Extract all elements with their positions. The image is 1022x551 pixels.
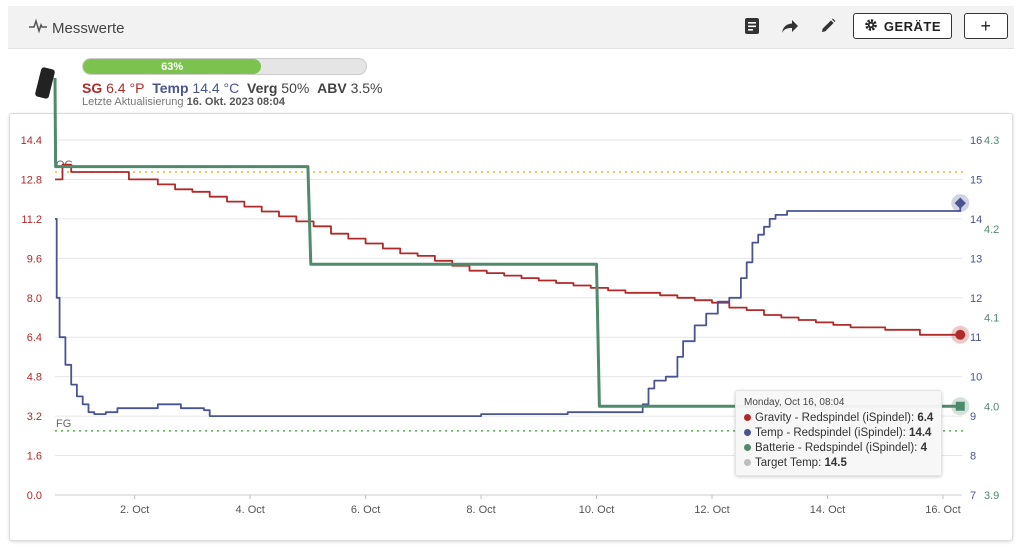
series-endpoint-marker: [954, 197, 966, 209]
sg-label: SG: [82, 80, 103, 96]
add-button[interactable]: +: [964, 13, 1008, 39]
series-line: [53, 77, 961, 408]
pulse-icon: [28, 18, 48, 38]
gear-icon: [864, 18, 878, 35]
legend-dot-icon: [744, 414, 751, 421]
tooltip-series-label: Target Temp:: [755, 457, 825, 469]
edit-pencil-icon[interactable]: [815, 13, 841, 39]
x-tick-label: 12. Oct: [694, 504, 729, 516]
tooltip-series-label: Temp - Redspindel (iSpindel):: [755, 427, 910, 439]
tooltip-series-value: 14.4: [909, 427, 932, 439]
readings-line: SG 6.4 °P Temp 14.4 °C Verg 50% ABV 3.5%: [82, 80, 382, 96]
last-update-value: 16. Okt. 2023 08:04: [186, 96, 286, 108]
abv-label: ABV: [317, 80, 347, 96]
tooltip-row: Temp - Redspindel (iSpindel): 14.4: [744, 426, 933, 441]
legend-dot-icon: [744, 429, 751, 436]
y-battery-tick-label: 4.3: [984, 135, 999, 147]
y-battery-tick-label: 3.9: [984, 490, 999, 502]
x-tick-label: 4. Oct: [235, 504, 264, 516]
y-left-tick-label: 9.6: [27, 253, 42, 265]
y-temp-tick-label: 12: [970, 293, 982, 305]
y-left-tick-label: 8.0: [27, 293, 42, 305]
y-left-tick-label: 1.6: [27, 451, 42, 463]
toolbar-title: Messwerte: [28, 18, 125, 38]
x-tick-label: 8. Oct: [466, 504, 495, 516]
x-tick-label: 6. Oct: [351, 504, 380, 516]
progress-fill: 63%: [83, 59, 262, 74]
tooltip-series-value: 6.4: [917, 412, 934, 424]
y-temp-tick-label: 11: [970, 332, 981, 344]
y-left-tick-label: 0.0: [27, 490, 42, 502]
tooltip-series-label: Gravity - Redspindel (iSpindel):: [755, 412, 918, 424]
x-tick-label: 2. Oct: [120, 504, 149, 516]
series-line: [55, 163, 961, 336]
y-temp-tick-label: 13: [970, 253, 982, 265]
y-battery-tick-label: 4.0: [984, 401, 999, 413]
y-left-tick-label: 3.2: [27, 411, 42, 423]
page-title: Messwerte: [52, 19, 125, 37]
y-temp-tick-label: 15: [970, 174, 982, 186]
series-endpoint-marker: [955, 401, 965, 411]
y-temp-tick-label: 8: [970, 451, 976, 463]
abv-value: 3.5%: [350, 80, 383, 96]
sg-value: 6.4 °P: [106, 80, 145, 96]
temp-value: 14.4 °C: [192, 80, 240, 96]
y-left-tick-label: 14.4: [21, 135, 42, 147]
progress-label: 63%: [161, 60, 184, 73]
legend-dot-icon: [744, 459, 751, 466]
last-update-label: Letzte Aktualisierung: [82, 96, 184, 108]
tooltip-row: Gravity - Redspindel (iSpindel): 6.4: [744, 411, 933, 426]
verg-value: 50%: [281, 80, 310, 96]
fermentation-progress-bar: 63%: [82, 58, 367, 75]
y-temp-tick-label: 9: [970, 411, 976, 423]
top-toolbar: Messwerte GERÄTE +: [8, 6, 1014, 49]
reference-line-label: FG: [56, 418, 71, 430]
geraete-button[interactable]: GERÄTE: [852, 13, 952, 39]
tooltip-series-value: 14.5: [824, 457, 847, 469]
verg-label: Verg: [247, 80, 278, 96]
chart-tooltip: Monday, Oct 16, 08:04 Gravity - Redspind…: [735, 390, 942, 476]
legend-dot-icon: [744, 444, 751, 451]
last-update: Letzte Aktualisierung 16. Okt. 2023 08:0…: [82, 96, 285, 108]
x-tick-label: 14. Oct: [810, 504, 845, 516]
notes-icon[interactable]: [739, 13, 765, 39]
series-endpoint-marker: [955, 329, 966, 340]
tooltip-series-value: 4: [920, 442, 927, 454]
tooltip-row: Batterie - Redspindel (iSpindel): 4: [744, 441, 933, 456]
x-tick-label: 16. Oct: [925, 504, 960, 516]
y-left-tick-label: 12.8: [21, 174, 42, 186]
y-temp-tick-label: 7: [970, 490, 976, 502]
tooltip-series-label: Batterie - Redspindel (iSpindel):: [755, 442, 921, 454]
series-line: [55, 203, 962, 417]
x-tick-label: 10. Oct: [579, 504, 614, 516]
geraete-button-label: GERÄTE: [883, 18, 941, 34]
share-icon[interactable]: [777, 13, 803, 39]
y-temp-tick-label: 16: [970, 135, 982, 147]
y-battery-tick-label: 4.1: [984, 313, 999, 325]
y-battery-tick-label: 4.2: [984, 224, 999, 236]
tooltip-row: Target Temp: 14.5: [744, 456, 933, 471]
y-temp-tick-label: 14: [970, 214, 982, 226]
y-temp-tick-label: 10: [970, 372, 982, 384]
tooltip-title: Monday, Oct 16, 08:04: [744, 397, 845, 408]
temp-label: Temp: [152, 80, 189, 96]
y-left-tick-label: 6.4: [27, 332, 42, 344]
y-left-tick-label: 11.2: [21, 214, 42, 226]
y-left-tick-label: 4.8: [27, 372, 42, 384]
